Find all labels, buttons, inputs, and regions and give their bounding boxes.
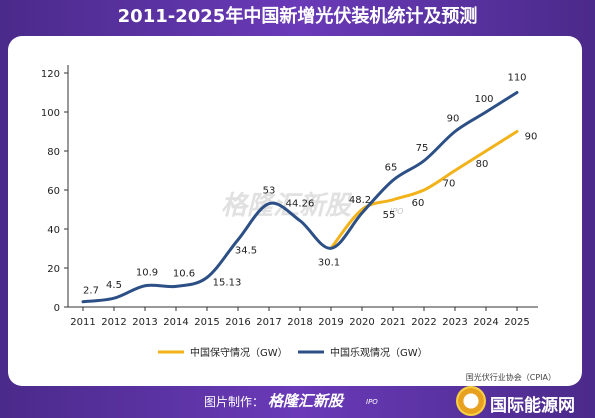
footer: 图片制作： 格隆汇新股 IPO	[0, 388, 595, 418]
legend-label-conservative: 中国保守情况（GW）	[190, 346, 288, 359]
footer-brand-sub: IPO	[366, 398, 378, 406]
data-labels: 55 60 70 80 90 2.7 4.5 10.9 10.6 15.13 34.5 53 44.26…	[83, 73, 537, 297]
y-tick-label: 60	[47, 186, 60, 197]
x-tick-label: 2016	[225, 317, 250, 328]
optimistic-data-label: 100	[474, 94, 493, 105]
legend: 中国保守情况（GW） 中国乐观情况（GW）	[158, 346, 428, 359]
y-tick-label: 120	[41, 69, 60, 80]
optimistic-data-label: 2.7	[83, 286, 99, 297]
conservative-data-label: 55	[383, 210, 396, 221]
optimistic-data-label: 44.26	[286, 199, 315, 210]
footer-brand: 格隆汇新股	[268, 392, 344, 410]
chart-title: 2011-2025年中国新增光伏装机统计及预测	[117, 6, 478, 27]
x-tick-label: 2015	[194, 317, 219, 328]
optimistic-data-label: 15.13	[213, 277, 242, 288]
x-tick-label: 2018	[287, 317, 312, 328]
site-badge-text: 国际能源网	[490, 396, 575, 416]
line-chart: 格隆汇新股 IPO 0 20 40 60 80 100 120 2011 2012 2013 2014…	[41, 65, 556, 382]
x-tick-label: 2012	[101, 317, 126, 328]
watermark-brand: 格隆汇新股	[221, 191, 354, 221]
x-tick-label: 2014	[163, 317, 188, 328]
optimistic-data-label: 10.6	[173, 268, 195, 279]
y-tick-label: 100	[41, 108, 60, 119]
source-note: 国光伏行业协会（CPIA）	[466, 372, 556, 382]
watermark-brand-sub: IPO	[390, 207, 403, 216]
optimistic-data-label: 90	[447, 114, 460, 125]
x-tick-label: 2022	[411, 317, 436, 328]
source-text: 国光伏行业协会（CPIA）	[466, 372, 556, 382]
optimistic-series-line	[81, 91, 519, 304]
x-tick-label: 2011	[70, 317, 95, 328]
y-tick-label: 20	[47, 264, 60, 275]
x-tick-label: 2024	[473, 317, 498, 328]
optimistic-data-label: 34.5	[235, 246, 257, 257]
x-tick-label: 2023	[442, 317, 467, 328]
y-tick-label: 0	[54, 303, 60, 314]
y-tick-label: 80	[47, 147, 60, 158]
x-tick-label: 2019	[318, 317, 343, 328]
series-lines	[81, 91, 519, 304]
optimistic-data-label: 48.2	[349, 195, 371, 206]
x-tick-label: 2017	[256, 317, 281, 328]
conservative-data-label: 60	[412, 198, 425, 209]
optimistic-data-label: 10.9	[136, 268, 158, 279]
axes: 0 20 40 60 80 100 120 2011 2012 2013 2014 2015 2016 2…	[41, 65, 538, 328]
optimistic-data-label: 75	[416, 143, 429, 154]
optimistic-data-label: 65	[385, 162, 398, 173]
site-logo-icon	[456, 386, 486, 416]
footer-made-by-label: 图片制作：	[204, 395, 265, 409]
conservative-series-line	[329, 130, 519, 250]
optimistic-data-label: 110	[507, 73, 526, 84]
conservative-data-label: 80	[476, 159, 489, 170]
chart-panel: 格隆汇新股 IPO 0 20 40 60 80 100 120 2011 2012 2013 2014…	[8, 36, 582, 386]
optimistic-data-label: 4.5	[106, 280, 122, 291]
watermark: 格隆汇新股 IPO	[221, 191, 403, 221]
x-tick-label: 2020	[349, 317, 374, 328]
y-tick-label: 40	[47, 225, 60, 236]
x-tick-label: 2021	[380, 317, 405, 328]
conservative-data-label: 70	[443, 179, 456, 190]
site-badge[interactable]: 国际能源网	[450, 384, 595, 418]
optimistic-data-label: 30.1	[318, 257, 340, 268]
optimistic-data-label: 53	[263, 186, 276, 197]
legend-label-optimistic: 中国乐观情况（GW）	[330, 346, 428, 359]
x-tick-label: 2025	[504, 317, 529, 328]
conservative-data-label: 90	[525, 132, 538, 143]
x-tick-label: 2013	[132, 317, 157, 328]
